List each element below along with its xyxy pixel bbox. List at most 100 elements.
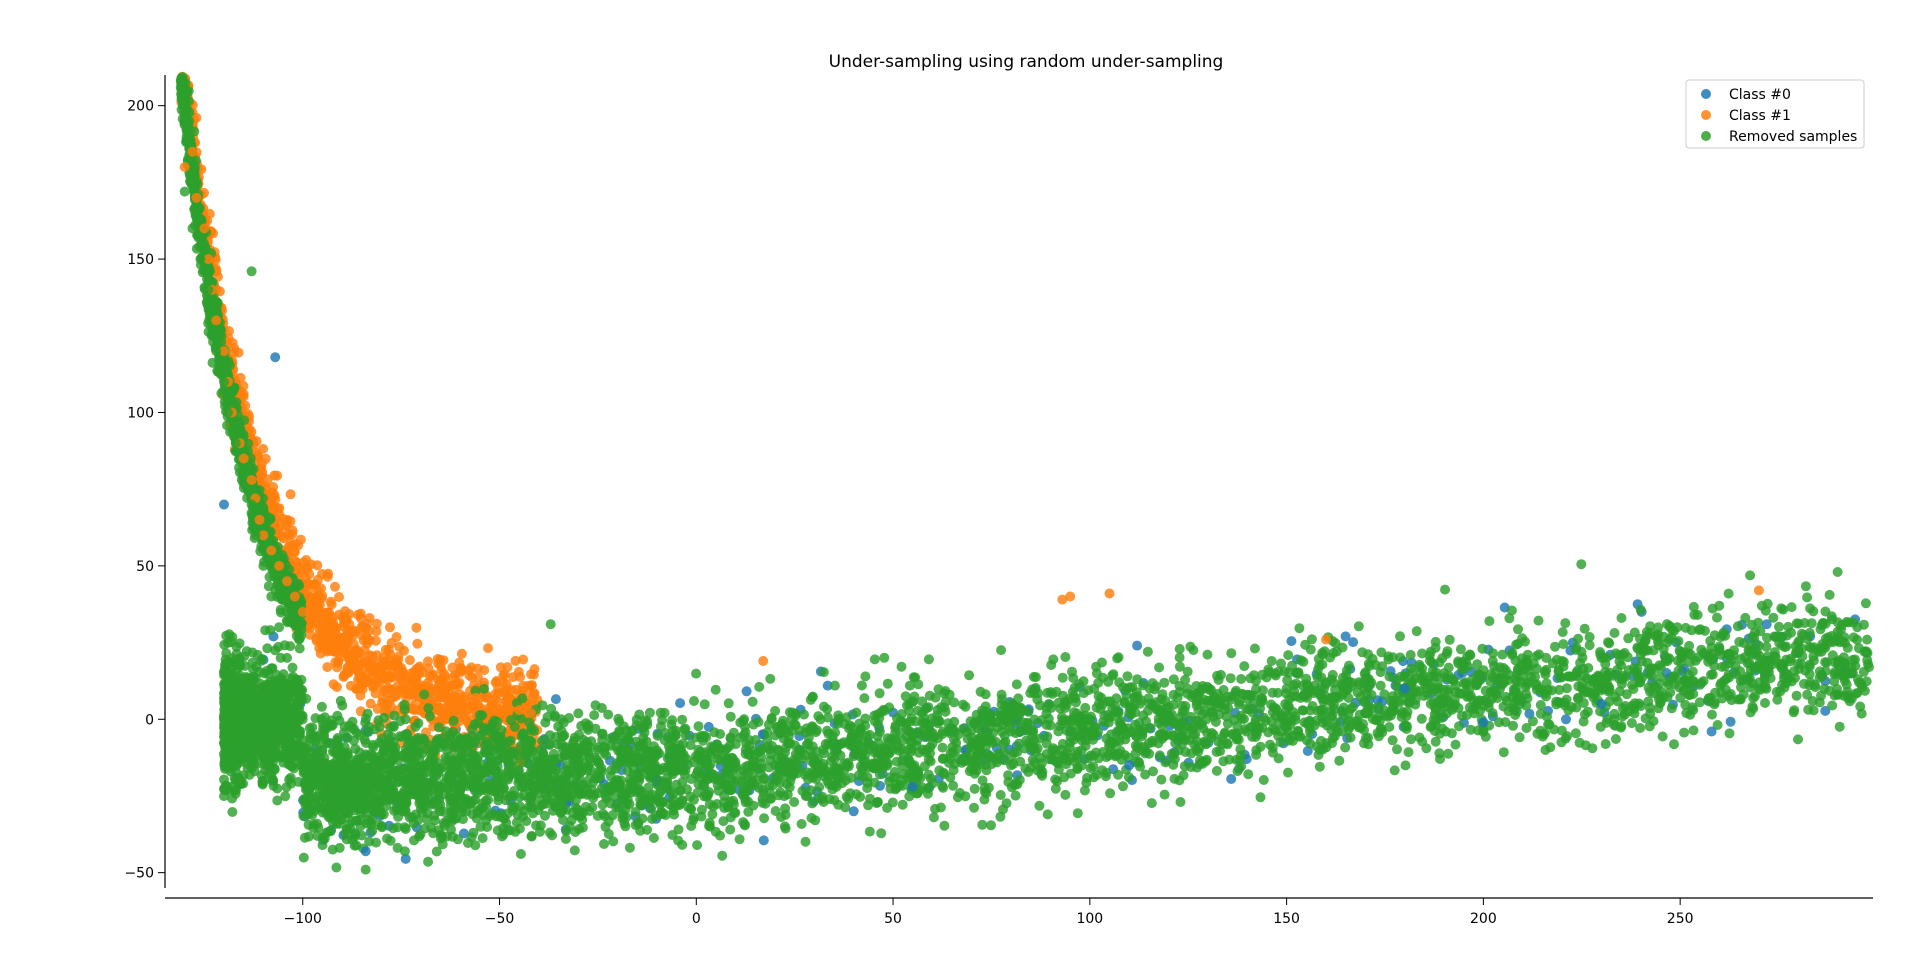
removed-samples-point	[1118, 781, 1128, 792]
removed-samples-point	[1826, 611, 1837, 622]
class-1-point	[528, 669, 539, 680]
removed-samples-point	[183, 95, 194, 106]
removed-samples-point	[1156, 694, 1167, 705]
class-1-point	[447, 662, 458, 673]
removed-samples-point	[1159, 789, 1170, 800]
removed-samples-point	[969, 783, 980, 794]
removed-samples-point	[207, 328, 218, 339]
removed-samples-point	[192, 214, 203, 225]
removed-samples-point	[754, 681, 765, 692]
removed-samples-point	[223, 356, 234, 367]
class-1-point	[353, 609, 364, 620]
class-1-point	[399, 645, 409, 656]
class-1-point	[452, 681, 463, 692]
chart-title: Under-sampling using random under-sampli…	[829, 52, 1224, 72]
class-1-point	[270, 494, 281, 505]
removed-samples-point	[642, 824, 652, 835]
class-0-point	[822, 680, 833, 691]
removed-samples-point	[677, 714, 688, 725]
class-1-point	[313, 585, 323, 596]
class-1-point	[457, 665, 468, 676]
removed-samples-point	[1688, 725, 1699, 736]
removed-samples-point	[1283, 767, 1293, 778]
removed-samples-point	[515, 849, 526, 859]
removed-samples-point	[1450, 739, 1461, 750]
removed-samples-point	[1444, 634, 1455, 645]
class-1-point	[301, 555, 312, 565]
class-1-point	[274, 508, 284, 519]
class-1-point	[407, 703, 418, 714]
removed-samples-point	[1255, 741, 1266, 752]
class-1-point	[391, 632, 402, 642]
removed-samples-point	[819, 701, 829, 712]
removed-samples-point	[1514, 732, 1525, 743]
removed-samples-point	[291, 630, 302, 641]
removed-samples-point	[287, 605, 297, 616]
removed-samples-point	[1635, 604, 1646, 615]
class-1-point	[314, 643, 325, 653]
removed-samples-point	[1243, 769, 1254, 780]
removed-samples-point	[1047, 745, 1058, 756]
class-1-point	[322, 662, 333, 673]
class-1-point	[364, 674, 374, 685]
removed-samples-point	[1533, 615, 1544, 626]
class-0-point	[675, 698, 686, 709]
removed-samples-point	[1405, 649, 1416, 660]
class-1-point	[269, 470, 280, 481]
removed-samples-point	[569, 845, 580, 856]
removed-samples-point	[218, 386, 229, 397]
class-1-point	[411, 622, 422, 633]
removed-samples-point	[1011, 679, 1022, 690]
removed-samples-point	[1201, 754, 1212, 765]
removed-samples-point	[1477, 643, 1488, 654]
removed-samples-point	[599, 839, 609, 849]
removed-samples-point	[1827, 700, 1838, 711]
class-1-point	[451, 705, 462, 716]
class-1-point	[433, 658, 444, 669]
class-1-point	[379, 656, 390, 667]
removed-samples-point	[327, 844, 338, 855]
removed-samples-point	[747, 696, 758, 707]
removed-samples-point	[479, 683, 490, 694]
removed-samples-point	[1540, 745, 1551, 755]
removed-samples-point	[1793, 734, 1803, 745]
class-1-point	[322, 571, 333, 582]
removed-samples-point	[1800, 581, 1811, 592]
removed-samples-point	[1375, 680, 1386, 691]
removed-samples-point	[723, 698, 734, 709]
removed-samples-point	[1267, 747, 1278, 758]
removed-samples-point	[1257, 685, 1268, 696]
removed-samples-point	[1072, 808, 1083, 819]
class-1-point	[312, 560, 323, 571]
class-1-point	[370, 635, 381, 646]
class-1-point	[439, 669, 450, 679]
removed-samples-point	[186, 176, 196, 187]
class-1-point	[459, 713, 470, 724]
class-1-point	[491, 676, 502, 686]
class-1-point	[367, 651, 378, 662]
class-0-point	[1820, 705, 1831, 716]
removed-samples-point	[213, 355, 224, 366]
removed-samples-point	[1610, 734, 1621, 744]
class-1-point	[355, 682, 365, 693]
class-1-point	[479, 665, 490, 676]
removed-samples-point	[276, 592, 287, 603]
removed-samples-point	[1747, 701, 1758, 712]
removed-samples-point	[600, 821, 611, 832]
removed-samples-point	[272, 579, 283, 590]
class-1-point	[412, 638, 423, 649]
removed-samples-point	[1595, 721, 1606, 732]
removed-samples-point	[176, 75, 187, 86]
removed-samples-point	[1091, 661, 1102, 672]
class-1-point	[333, 657, 343, 668]
removed-samples-point	[759, 813, 770, 824]
class-1-point	[334, 592, 344, 602]
removed-samples-point	[222, 420, 233, 431]
class-1-point	[229, 343, 240, 354]
class-0-point	[1226, 774, 1237, 784]
removed-samples-point	[1511, 639, 1522, 650]
removed-samples-point	[1862, 634, 1873, 645]
removed-samples-point	[215, 325, 226, 336]
class-1-point	[285, 489, 296, 500]
